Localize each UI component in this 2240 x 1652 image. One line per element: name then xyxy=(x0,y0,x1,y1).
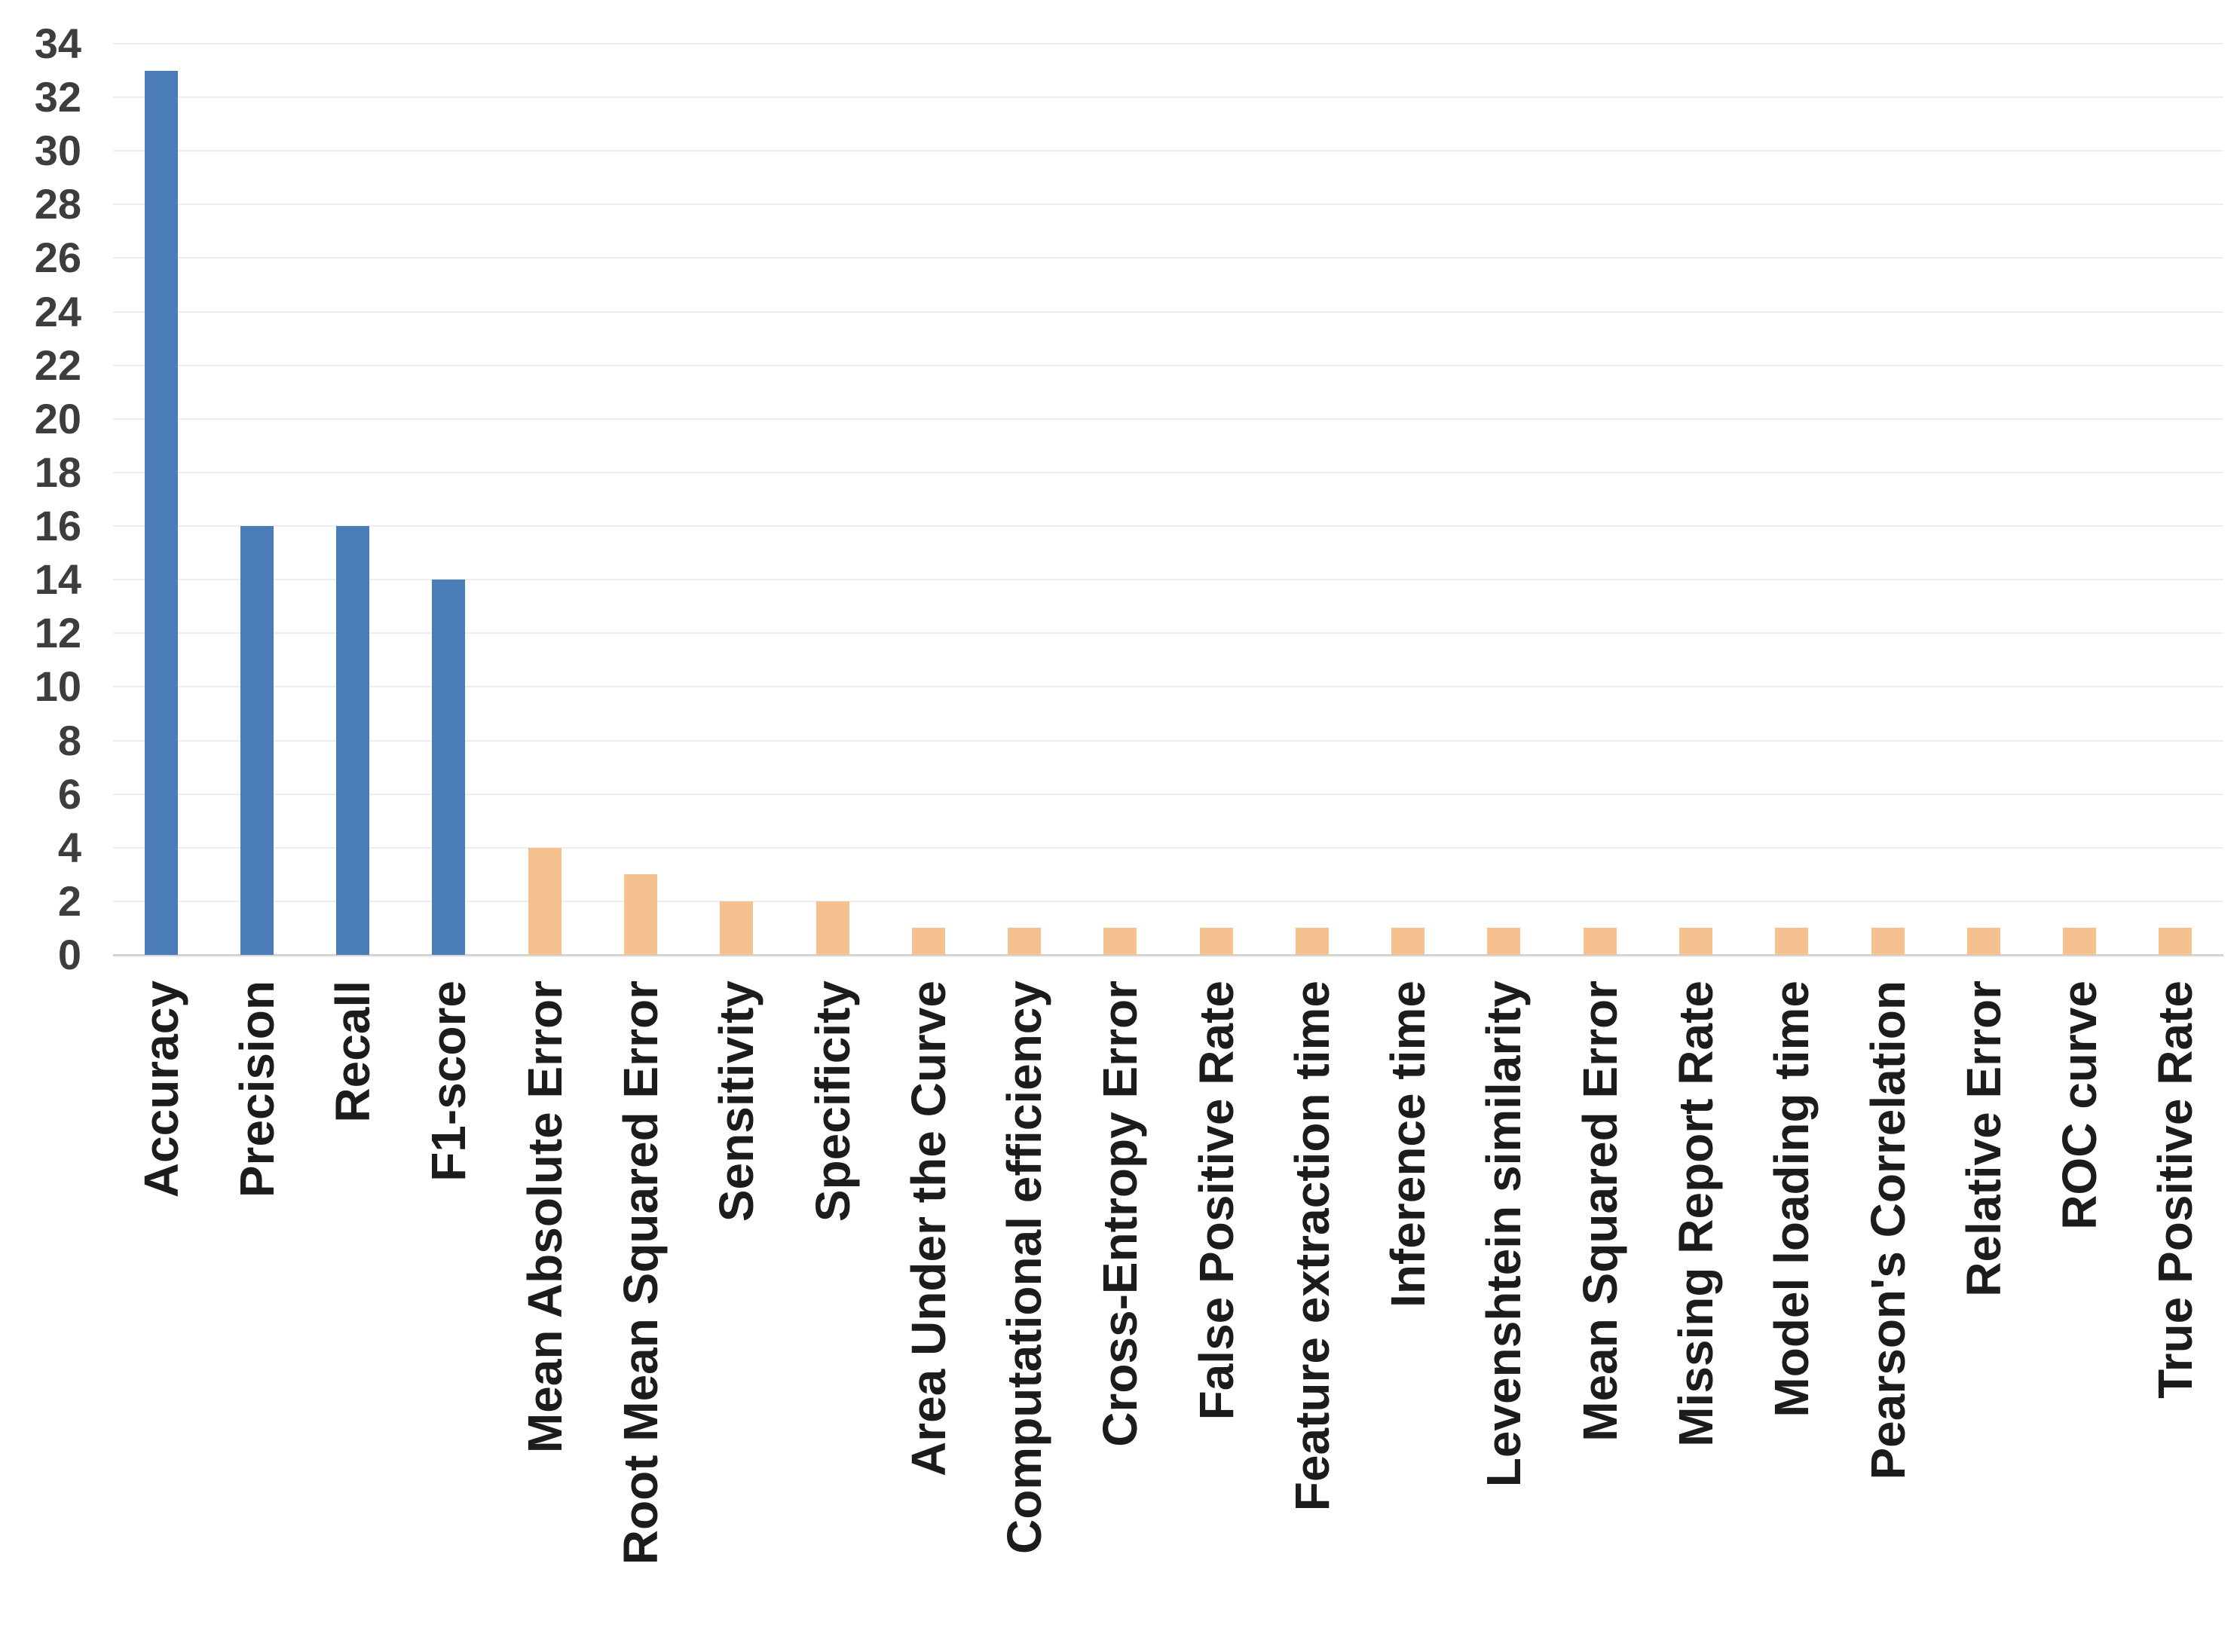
bar-root-mean-squared-error xyxy=(624,874,657,955)
bar-missing-report-rate xyxy=(1679,928,1712,955)
gridline-34 xyxy=(113,43,2223,44)
bar-model-loading-time xyxy=(1775,928,1809,955)
bar-relative-error xyxy=(1966,928,2000,955)
gridline-10 xyxy=(113,686,2223,688)
y-tick-label-26: 26 xyxy=(34,234,81,282)
y-tick-label-4: 4 xyxy=(57,823,81,871)
bar-mean-squared-error xyxy=(1583,928,1617,955)
y-tick-label-14: 14 xyxy=(34,555,81,604)
bar-pearson-s-correlation xyxy=(1871,928,1905,955)
x-axis-label-inference-time: Inference time xyxy=(1381,980,1436,1308)
bar-recall xyxy=(336,526,370,955)
gridline-4 xyxy=(113,846,2223,849)
bar-inference-time xyxy=(1391,928,1425,955)
bar-roc-curve xyxy=(2063,928,2097,955)
x-axis-label-feature-extraction-time: Feature extraction time xyxy=(1284,980,1339,1512)
x-axis-label-sensitivity: Sensitivity xyxy=(709,980,764,1222)
y-tick-label-16: 16 xyxy=(34,502,81,550)
gridline-2 xyxy=(113,900,2223,902)
x-axis-label-pearson-s-correlation: Pearson's Correlation xyxy=(1860,980,1915,1480)
bar-true-positive-rate xyxy=(2159,928,2193,955)
x-axis-label-missing-report-rate: Missing Report Rate xyxy=(1669,980,1723,1447)
gridline-28 xyxy=(113,203,2223,206)
gridline-22 xyxy=(113,364,2223,366)
x-axis-label-roc-curve: ROC curve xyxy=(2052,980,2107,1230)
y-tick-label-30: 30 xyxy=(34,127,81,175)
gridline-6 xyxy=(113,793,2223,795)
x-axis-label-model-loading-time: Model loading time xyxy=(1764,980,1819,1418)
bar-specificity xyxy=(816,901,849,955)
x-axis-label-accuracy: Accuracy xyxy=(133,980,188,1198)
gridline-18 xyxy=(113,471,2223,473)
bar-precision xyxy=(240,526,274,955)
x-axis-label-root-mean-squared-error: Root Mean Squared Error xyxy=(614,980,668,1565)
x-axis-label-recall: Recall xyxy=(326,980,381,1123)
y-tick-label-32: 32 xyxy=(34,73,81,121)
y-tick-label-12: 12 xyxy=(34,609,81,657)
bar-accuracy xyxy=(144,70,178,955)
x-axis-label-cross-entropy-error: Cross-Entropy Error xyxy=(1093,980,1148,1447)
y-tick-label-24: 24 xyxy=(34,287,81,335)
x-axis-label-precision: Precision xyxy=(229,980,284,1198)
y-tick-label-2: 2 xyxy=(57,876,81,925)
bar-mean-absolute-error xyxy=(528,847,562,955)
y-tick-label-8: 8 xyxy=(57,716,81,764)
x-axis-label-false-positive-rate: False Positive Rate xyxy=(1189,980,1244,1421)
y-tick-label-20: 20 xyxy=(34,394,81,442)
bar-levenshtein-similarity xyxy=(1487,928,1521,955)
y-tick-label-10: 10 xyxy=(34,662,81,711)
gridline-20 xyxy=(113,418,2223,420)
y-tick-label-6: 6 xyxy=(57,769,81,818)
gridline-24 xyxy=(113,311,2223,313)
gridline-16 xyxy=(113,525,2223,528)
x-axis-label-relative-error: Relative Error xyxy=(1956,980,2011,1297)
y-tick-label-28: 28 xyxy=(34,180,81,228)
y-tick-label-18: 18 xyxy=(34,448,81,496)
bar-cross-entropy-error xyxy=(1103,928,1137,955)
bar-computational-efficiency xyxy=(1008,928,1042,955)
x-axis-label-f1-score: F1-score xyxy=(421,980,476,1182)
gridline-32 xyxy=(113,96,2223,99)
x-axis-label-true-positive-rate: True Positive Rate xyxy=(2148,980,2203,1399)
x-axis-label-mean-absolute-error: Mean Absolute Error xyxy=(517,980,572,1454)
gridline-26 xyxy=(113,257,2223,259)
bar-sensitivity xyxy=(720,901,754,955)
x-axis-label-levenshtein-similarity: Levenshtein similarity xyxy=(1477,980,1532,1488)
bar-false-positive-rate xyxy=(1199,928,1233,955)
gridline-14 xyxy=(113,579,2223,581)
x-axis-label-area-under-the-curve: Area Under the Curve xyxy=(901,980,956,1476)
x-axis-line xyxy=(113,953,2223,956)
gridline-8 xyxy=(113,739,2223,742)
bar-f1-score xyxy=(432,580,466,955)
bar-feature-extraction-time xyxy=(1295,928,1329,955)
x-axis-label-computational-efficiency: Computational efficiency xyxy=(997,980,1052,1554)
y-tick-label-0: 0 xyxy=(57,931,81,978)
bar-area-under-the-curve xyxy=(911,928,945,955)
gridline-12 xyxy=(113,632,2223,635)
y-tick-label-22: 22 xyxy=(34,341,81,389)
y-tick-label-34: 34 xyxy=(34,20,81,67)
x-axis-label-specificity: Specificity xyxy=(805,980,860,1222)
gridline-30 xyxy=(113,150,2223,152)
x-axis-label-mean-squared-error: Mean Squared Error xyxy=(1572,980,1627,1442)
